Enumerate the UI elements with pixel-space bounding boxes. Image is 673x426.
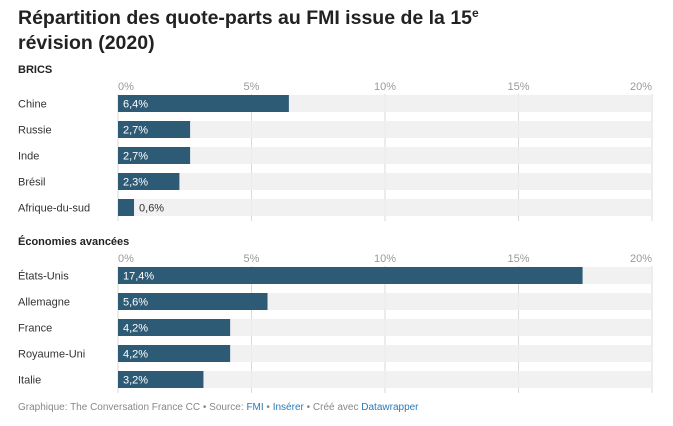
value-label: 0,6% xyxy=(139,203,164,215)
value-label: 2,3% xyxy=(123,177,148,189)
category-label: Inde xyxy=(18,151,39,163)
chart-advanced-svg: États-Unis 17,4% Allemagne 5,6% France 4,2% Ro… xyxy=(18,253,653,393)
tick-label: 10% xyxy=(374,253,396,265)
value-label: 2,7% xyxy=(123,125,148,137)
bar-brics-2 xyxy=(118,147,191,164)
value-label: 4,2% xyxy=(123,349,148,361)
chart-footer: Graphique: The Conversation France CC • … xyxy=(18,402,419,413)
chart-brics-svg: Chine 6,4% Russie 2,7% Inde 2,7% Brésil 2,3% Afr… xyxy=(18,81,653,221)
bar-track xyxy=(118,147,652,164)
bar-track xyxy=(118,173,652,190)
tick-label: 15% xyxy=(507,81,529,93)
value-label: 5,6% xyxy=(123,297,148,309)
bar-advanced-4 xyxy=(118,371,204,388)
tick-label: 0% xyxy=(118,81,134,93)
chart-advanced-label: Économies avancées xyxy=(18,236,130,248)
title-superscript: e xyxy=(472,6,479,20)
value-label: 2,7% xyxy=(123,151,148,163)
tick-label: 0% xyxy=(118,253,134,265)
category-label: Russie xyxy=(18,125,52,137)
chart-brics-label: BRICS xyxy=(18,64,53,76)
insert-link[interactable]: Insérer xyxy=(272,402,304,413)
footer-credit: Graphique: The Conversation France CC • … xyxy=(18,402,247,413)
value-label: 17,4% xyxy=(123,271,154,283)
category-label: Afrique-du-sud xyxy=(18,203,90,215)
tick-label: 5% xyxy=(244,81,260,93)
value-label: 6,4% xyxy=(123,99,148,111)
bar-track xyxy=(118,199,652,216)
tick-label: 5% xyxy=(244,253,260,265)
bar-track xyxy=(118,371,652,388)
bar-track xyxy=(118,345,652,362)
tick-label: 15% xyxy=(507,253,529,265)
category-label: Royaume-Uni xyxy=(18,349,85,361)
category-label: Brésil xyxy=(18,177,46,189)
category-label: Allemagne xyxy=(18,297,70,309)
bar-brics-3 xyxy=(118,173,180,190)
bar-brics-1 xyxy=(118,121,191,138)
bar-brics-4 xyxy=(118,199,135,216)
chart-advanced: Économies avancées États-Unis 17,4% Allema… xyxy=(0,236,673,396)
bar-track xyxy=(118,121,652,138)
tick-label: 20% xyxy=(630,253,652,265)
tick-label: 20% xyxy=(630,81,652,93)
title-line2: révision (2020) xyxy=(18,32,155,54)
footer-sep1: • xyxy=(263,402,273,413)
bar-advanced-3 xyxy=(118,345,231,362)
bar-advanced-0 xyxy=(118,267,583,284)
title-main: Répartition des quote-parts au FMI issue… xyxy=(18,7,473,29)
chart-brics: BRICS Chine 6,4% Russie 2,7% Inde 2,7% Brésil 2… xyxy=(0,64,673,224)
datawrapper-link[interactable]: Datawrapper xyxy=(361,402,419,413)
bar-advanced-1 xyxy=(118,293,268,310)
category-label: États-Unis xyxy=(18,270,69,283)
bar-track xyxy=(118,319,652,336)
chart-title: Répartition des quote-parts au FMI issue… xyxy=(18,6,658,56)
footer-sep2: • Créé avec xyxy=(303,402,362,413)
category-label: Chine xyxy=(18,99,47,111)
category-label: France xyxy=(18,323,52,335)
value-label: 4,2% xyxy=(123,323,148,335)
bar-advanced-2 xyxy=(118,319,231,336)
source-link[interactable]: FMI xyxy=(246,402,264,413)
value-label: 3,2% xyxy=(123,375,148,387)
tick-label: 10% xyxy=(374,81,396,93)
bar-brics-0 xyxy=(118,95,289,112)
category-label: Italie xyxy=(18,375,41,387)
